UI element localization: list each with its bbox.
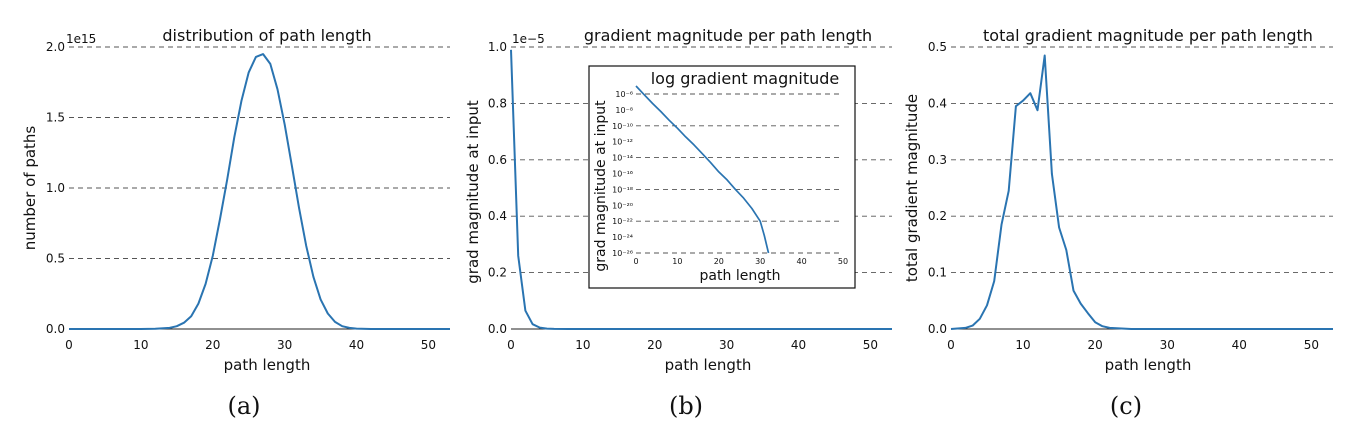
x-tick-label: 0 — [65, 338, 73, 352]
panel-c-ylabel: total gradient magnitude — [903, 94, 921, 282]
panel-c-title: total gradient magnitude per path length — [983, 26, 1313, 45]
y-tick-label: 0.6 — [488, 153, 507, 167]
panel-b-xticks: 0 10 20 30 40 50 — [507, 338, 878, 352]
inset-y-tick-label: 10⁻¹² — [612, 138, 633, 147]
panel-a-yticks: 0.0 0.5 1.0 1.5 2.0 — [46, 40, 65, 336]
x-tick-label: 0 — [507, 338, 515, 352]
inset-x-tick-label: 40 — [797, 257, 807, 266]
panel-c-gridlines — [951, 46, 1333, 274]
panel-b-scale-label: 1e−5 — [512, 32, 545, 46]
inset-y-tick-label: 10⁻¹⁸ — [612, 185, 633, 194]
y-tick-label: 0.5 — [46, 252, 65, 266]
inset-y-tick-label: 10⁻¹⁴ — [612, 154, 633, 163]
y-tick-label: 0.2 — [488, 266, 507, 280]
y-tick-label: 0.5 — [928, 40, 947, 54]
panel-b-xlabel: path length — [665, 356, 752, 374]
x-tick-label: 20 — [1088, 338, 1103, 352]
y-tick-label: 1.0 — [488, 40, 507, 54]
x-tick-label: 30 — [719, 338, 734, 352]
panel-a-ylabel: number of paths — [21, 126, 39, 251]
y-tick-label: 1.5 — [46, 111, 65, 125]
y-tick-label: 0.0 — [46, 322, 65, 336]
panel-a-xticks: 0 10 20 30 40 50 — [65, 338, 436, 352]
panel-c-yticks: 0.0 0.1 0.2 0.3 0.4 0.5 — [928, 40, 947, 336]
y-tick-label: 0.0 — [928, 322, 947, 336]
inset-x-tick-label: 20 — [714, 257, 724, 266]
panel-c-series-line — [950, 54, 1333, 330]
x-tick-label: 20 — [205, 338, 220, 352]
inset-frame — [588, 65, 856, 289]
panel-c-caption: (c) — [1110, 392, 1142, 420]
panel-b-yticks: 0.0 0.2 0.4 0.6 0.8 1.0 — [488, 40, 507, 336]
inset-y-tick-label: 10⁻⁶ — [615, 90, 633, 99]
inset-y-tick-label: 10⁻²⁴ — [612, 233, 633, 242]
x-tick-label: 40 — [349, 338, 364, 352]
panel-b-ylabel: grad magnitude at input — [464, 100, 482, 284]
panel-b-caption: (b) — [669, 392, 703, 420]
x-tick-label: 10 — [1015, 338, 1030, 352]
panel-a-xlabel: path length — [224, 356, 311, 374]
inset-y-tick-label: 10⁻⁸ — [615, 106, 633, 115]
inset-y-tick-label: 10⁻²² — [612, 217, 633, 226]
inset-x-tick-label: 0 — [633, 257, 638, 266]
inset-y-tick-label: 10⁻²⁰ — [612, 201, 633, 210]
x-tick-label: 50 — [421, 338, 436, 352]
x-tick-label: 30 — [277, 338, 292, 352]
panel-a-title: distribution of path length — [162, 26, 371, 45]
inset-y-tick-label: 10⁻¹⁶ — [612, 170, 633, 179]
panel-b-series-line — [510, 49, 892, 330]
inset-series-line — [635, 85, 770, 254]
panel-b-title: gradient magnitude per path length — [584, 26, 872, 45]
panel-a-caption: (a) — [227, 392, 260, 420]
inset-y-tick-label: 10⁻¹⁰ — [612, 122, 633, 131]
y-tick-label: 0.0 — [488, 322, 507, 336]
x-tick-label: 10 — [575, 338, 590, 352]
y-tick-label: 0.4 — [928, 96, 947, 110]
inset-yticks: 10⁻⁶ 10⁻⁸ 10⁻¹⁰ 10⁻¹² 10⁻¹⁴ 10⁻¹⁶ 10⁻¹⁸ 10⁻²⁰ 10… — [612, 90, 633, 258]
panel-b: 0.0 0.2 0.4 0.6 0.8 1.0 0 10 20 30 40 50 1e−5 grad… — [464, 26, 892, 420]
panel-c-xlabel: path length — [1105, 356, 1192, 374]
panel-a-series-line — [69, 53, 450, 330]
inset-x-tick-label: 10 — [672, 257, 682, 266]
x-tick-label: 0 — [947, 338, 955, 352]
x-tick-label: 50 — [1304, 338, 1319, 352]
inset-ylabel: grad magnitude at input — [593, 100, 609, 272]
panel-c-xticks: 0 10 20 30 40 50 — [947, 338, 1319, 352]
panel-a-scale-label: 1e15 — [66, 32, 96, 46]
x-tick-label: 10 — [133, 338, 148, 352]
panel-b-inset: 10⁻⁶ 10⁻⁸ 10⁻¹⁰ 10⁻¹² 10⁻¹⁴ 10⁻¹⁶ 10⁻¹⁸ 10⁻²⁰ 10… — [588, 65, 856, 289]
panel-a: 0.0 0.5 1.0 1.5 2.0 0 10 20 30 40 50 distribution… — [21, 26, 450, 420]
y-tick-label: 2.0 — [46, 40, 65, 54]
inset-gridlines — [636, 93, 843, 254]
inset-y-tick-label: 10⁻²⁶ — [612, 249, 633, 258]
x-tick-label: 40 — [1232, 338, 1247, 352]
panel-a-gridlines — [69, 46, 450, 259]
inset-x-tick-label: 30 — [755, 257, 765, 266]
y-tick-label: 0.2 — [928, 209, 947, 223]
x-tick-label: 40 — [791, 338, 806, 352]
panel-c: 0.0 0.1 0.2 0.3 0.4 0.5 0 10 20 30 40 50 total gra… — [903, 26, 1333, 420]
inset-title: log gradient magnitude — [651, 69, 840, 88]
inset-x-tick-label: 50 — [838, 257, 848, 266]
y-tick-label: 0.8 — [488, 96, 507, 110]
x-tick-label: 50 — [863, 338, 878, 352]
y-tick-label: 0.3 — [928, 153, 947, 167]
y-tick-label: 0.4 — [488, 209, 507, 223]
x-tick-label: 30 — [1160, 338, 1175, 352]
y-tick-label: 1.0 — [46, 181, 65, 195]
inset-xlabel: path length — [700, 268, 781, 284]
x-tick-label: 20 — [647, 338, 662, 352]
y-tick-label: 0.1 — [928, 266, 947, 280]
inset-xticks: 0 10 20 30 40 50 — [633, 257, 848, 266]
